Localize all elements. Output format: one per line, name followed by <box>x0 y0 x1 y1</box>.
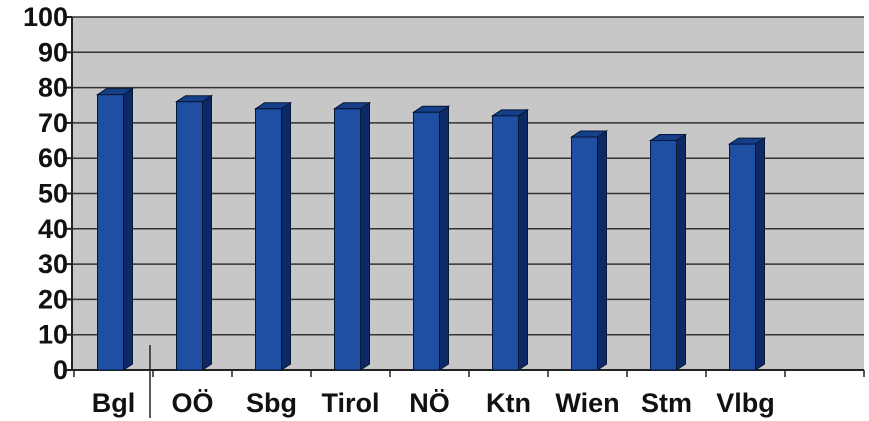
bar-side <box>123 87 133 371</box>
bar-NÖ <box>411 105 451 371</box>
bar-front <box>97 94 124 371</box>
bars <box>95 87 767 371</box>
bar-front <box>650 140 677 371</box>
bar-side <box>360 101 370 371</box>
bar-side <box>439 105 449 371</box>
bar-Ktn <box>490 108 530 371</box>
y-tick-label: 0 <box>53 355 68 385</box>
x-category-label: Tirol <box>321 388 379 418</box>
y-tick-label: 60 <box>38 143 68 173</box>
bar-side <box>676 133 686 371</box>
y-tick-label: 50 <box>38 179 68 209</box>
bar-side <box>518 108 528 371</box>
bar-side <box>597 130 607 371</box>
bar-Vlbg <box>727 137 767 371</box>
x-category-label: Bgl <box>92 388 136 418</box>
y-tick-label: 100 <box>23 2 68 32</box>
y-tick-label: 40 <box>38 214 68 244</box>
bar-Tirol <box>332 101 372 371</box>
bar-front <box>334 108 361 371</box>
bar-Sbg <box>253 101 293 371</box>
bar-front <box>571 136 598 371</box>
bar-Wien <box>569 130 609 371</box>
bar-front <box>413 111 440 371</box>
y-tick-label: 70 <box>38 108 68 138</box>
bar-front <box>492 115 519 371</box>
bar-Stm <box>648 133 688 371</box>
bar-front <box>176 101 203 371</box>
y-tick-label: 30 <box>38 249 68 279</box>
bar-side <box>281 101 291 371</box>
bar-front <box>255 108 282 371</box>
y-tick-label: 10 <box>38 320 68 350</box>
category-labels: Bgl OÖ Sbg Tirol NÖ Ktn Wien Stm Vlbg <box>92 388 775 418</box>
y-tick-label: 20 <box>38 284 68 314</box>
bar-side <box>755 137 765 371</box>
x-category-label: NÖ <box>409 388 450 418</box>
bar-front <box>729 143 756 371</box>
bar-Bgl <box>95 87 135 371</box>
bar-OÖ <box>174 94 214 371</box>
x-category-label: OÖ <box>171 388 213 418</box>
y-axis-ticks: 0 10 20 30 40 50 60 70 80 90 100 <box>23 2 72 385</box>
x-category-label: Vlbg <box>716 388 775 418</box>
x-axis-ticks <box>73 370 865 377</box>
x-category-label: Wien <box>555 388 619 418</box>
x-category-label: Stm <box>641 388 692 418</box>
y-tick-label: 90 <box>38 37 68 67</box>
y-tick-label: 80 <box>38 73 68 103</box>
bar-side <box>202 94 212 371</box>
x-category-label: Ktn <box>486 388 531 418</box>
x-category-label: Sbg <box>246 388 297 418</box>
